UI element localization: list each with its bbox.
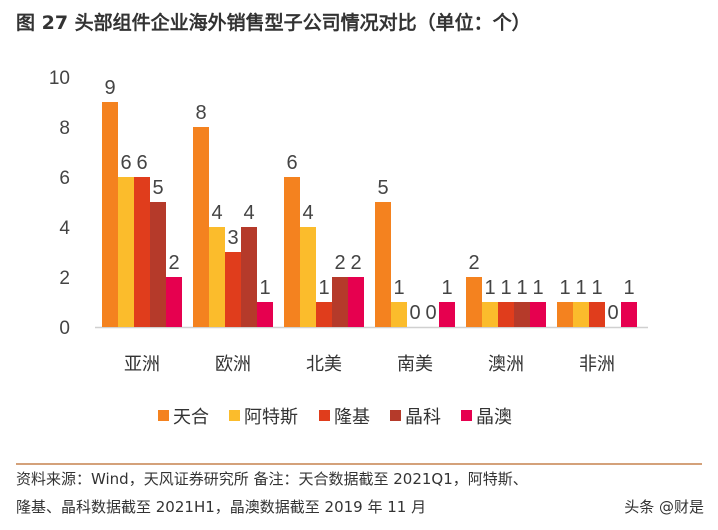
data-label: 2 [468,252,479,274]
bar-阿特斯-澳洲 [482,302,498,327]
bar-晶科-亚洲 [150,202,166,327]
y-tick-label: 0 [59,318,70,339]
data-label: 0 [607,302,618,324]
bar-晶科-澳洲 [514,302,530,327]
x-tick-label: 澳洲 [488,354,524,375]
data-label: 2 [168,252,179,274]
bar-晶澳-南美 [439,302,455,327]
y-tick-label: 8 [59,118,70,139]
x-tick-label: 欧洲 [215,354,251,375]
bar-天合-南美 [375,202,391,327]
data-label: 6 [286,152,297,174]
bar-阿特斯-非洲 [573,302,589,327]
data-label: 1 [393,277,404,299]
y-tick-label: 2 [59,268,70,289]
watermark: 头条 @财是 [624,498,704,516]
data-label: 1 [532,277,543,299]
legend-label: 晶科 [405,407,441,428]
legend-swatch-隆基 [319,410,330,421]
data-label: 0 [425,302,436,324]
data-label: 1 [575,277,586,299]
bar-晶科-欧洲 [241,227,257,327]
bar-晶澳-北美 [348,277,364,327]
source-note: 资料来源：Wind，天风证券研究所 备注：天合数据截至 2021Q1，阿特斯、 [16,470,528,488]
data-label: 1 [441,277,452,299]
bar-天合-亚洲 [102,102,118,327]
data-label: 1 [591,277,602,299]
data-label: 1 [259,277,270,299]
y-tick-label: 10 [49,68,70,89]
bar-隆基-澳洲 [498,302,514,327]
data-label: 3 [227,227,238,249]
data-label: 1 [623,277,634,299]
bar-晶澳-澳洲 [530,302,546,327]
data-label: 1 [516,277,527,299]
bar-阿特斯-北美 [300,227,316,327]
data-label: 5 [377,177,388,199]
x-tick-label: 亚洲 [124,354,160,375]
legend-swatch-晶科 [390,410,401,421]
x-tick-label: 非洲 [579,354,615,375]
data-label: 4 [243,202,254,224]
legend-swatch-晶澳 [461,410,472,421]
legend-label: 隆基 [334,407,370,428]
data-label: 6 [120,152,131,174]
x-tick-label: 南美 [397,354,433,375]
bar-隆基-非洲 [589,302,605,327]
x-tick-label: 北美 [306,354,342,375]
data-label: 1 [500,277,511,299]
bar-晶科-北美 [332,277,348,327]
bar-天合-北美 [284,177,300,327]
data-label: 8 [195,102,206,124]
data-label: 4 [302,202,313,224]
data-label: 6 [136,152,147,174]
chart-title: 图 27 头部组件企业海外销售型子公司情况对比（单位：个） [16,12,531,34]
bar-晶澳-亚洲 [166,277,182,327]
legend-label: 晶澳 [476,407,512,428]
bar-隆基-欧洲 [225,252,241,327]
data-label: 1 [559,277,570,299]
data-label: 9 [104,77,115,99]
data-label: 1 [484,277,495,299]
bar-天合-非洲 [557,302,573,327]
legend-label: 阿特斯 [244,407,298,428]
legend-swatch-阿特斯 [229,410,240,421]
data-label: 2 [334,252,345,274]
legend-label: 天合 [173,407,209,428]
data-label: 2 [350,252,361,274]
bar-晶澳-非洲 [621,302,637,327]
bar-阿特斯-南美 [391,302,407,327]
data-label: 4 [211,202,222,224]
bar-天合-欧洲 [193,127,209,327]
bar-隆基-北美 [316,302,332,327]
y-tick-label: 6 [59,168,70,189]
bar-阿特斯-亚洲 [118,177,134,327]
legend-swatch-天合 [158,410,169,421]
data-label: 0 [409,302,420,324]
data-label: 5 [152,177,163,199]
bar-晶澳-欧洲 [257,302,273,327]
bar-阿特斯-欧洲 [209,227,225,327]
divider [16,463,702,465]
bar-隆基-亚洲 [134,177,150,327]
bar-天合-澳洲 [466,277,482,327]
y-tick-label: 4 [59,218,70,239]
data-label: 1 [318,277,329,299]
remark-note: 隆基、晶科数据截至 2021H1，晶澳数据截至 2019 年 11 月 [16,498,427,516]
